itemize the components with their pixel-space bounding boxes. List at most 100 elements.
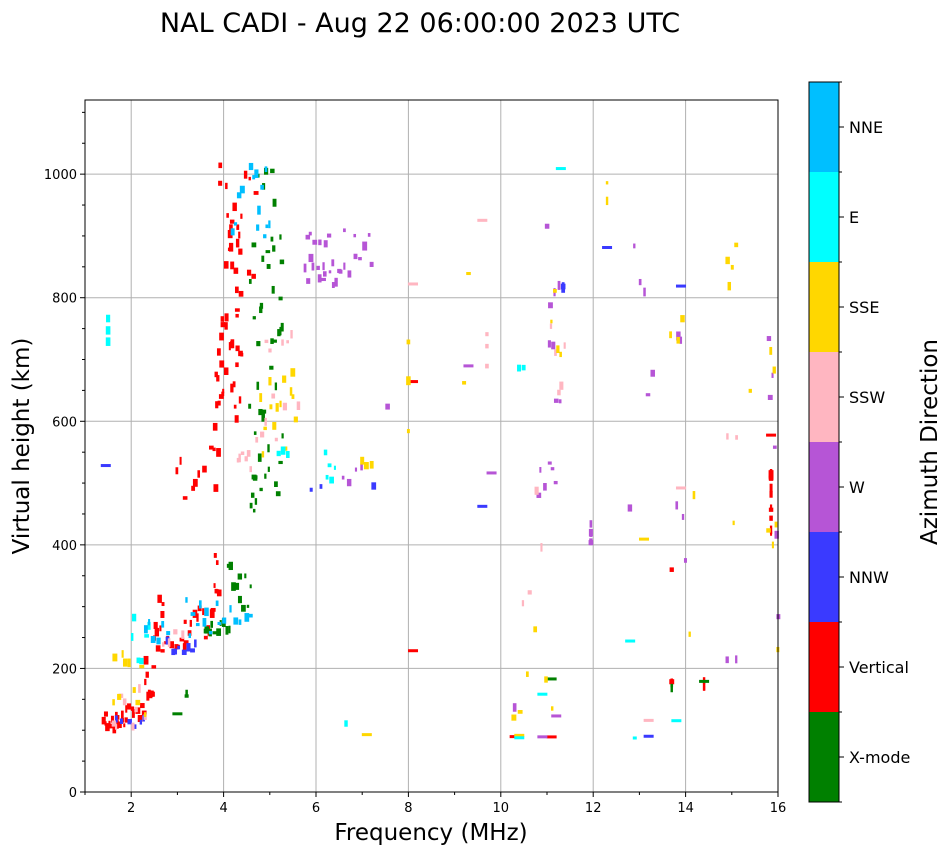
data-point (225, 626, 229, 635)
data-point (249, 584, 252, 589)
data-point (602, 245, 613, 249)
data-point (182, 496, 188, 500)
data-point (101, 716, 106, 725)
data-point (557, 389, 561, 396)
data-point (229, 224, 233, 231)
data-point (680, 315, 685, 323)
data-point (308, 253, 314, 263)
data-point (159, 625, 162, 632)
y-tick-label: 800 (52, 292, 77, 307)
x-tick-label: 10 (493, 801, 510, 816)
data-points (100, 162, 781, 740)
data-point (280, 322, 284, 332)
x-tick-label: 16 (770, 801, 787, 816)
data-point (328, 270, 332, 274)
data-point (466, 271, 471, 276)
data-point (147, 621, 151, 630)
grid-lines (85, 100, 779, 793)
data-point (588, 528, 593, 537)
data-point (134, 706, 138, 713)
data-point (228, 342, 231, 351)
data-point (119, 718, 123, 725)
data-point (305, 234, 311, 240)
data-point (212, 422, 218, 431)
data-point (155, 645, 161, 652)
data-point (675, 284, 686, 288)
data-point (259, 393, 263, 403)
data-point (120, 710, 124, 719)
data-point (286, 451, 290, 458)
data-point (281, 339, 284, 346)
data-point (322, 262, 325, 271)
data-point (318, 239, 322, 246)
x-axis-label: Frequency (MHz) (334, 820, 527, 846)
data-point (256, 341, 261, 347)
data-point (563, 342, 566, 349)
data-point (212, 631, 218, 635)
data-point (537, 735, 548, 739)
data-point (246, 604, 250, 608)
data-point (638, 278, 642, 286)
data-point (769, 483, 773, 493)
colorbar-swatch (809, 172, 839, 262)
data-point (534, 486, 539, 495)
data-point (537, 692, 548, 696)
data-point (161, 621, 165, 628)
colorbar-label: NNE (849, 118, 883, 137)
data-point (768, 470, 774, 479)
data-point (112, 726, 117, 734)
data-point (127, 703, 132, 710)
data-point (219, 332, 224, 341)
data-point (223, 261, 229, 269)
data-point (140, 703, 145, 709)
data-point (252, 175, 256, 180)
data-point (406, 429, 410, 434)
colorbar-swatch (809, 712, 839, 802)
data-point (185, 597, 188, 603)
data-point (347, 270, 352, 278)
series-sse (112, 181, 780, 737)
data-point (202, 617, 207, 627)
data-point (217, 400, 221, 406)
data-point (346, 478, 352, 487)
data-point (321, 277, 326, 282)
data-point (234, 415, 239, 423)
data-point (771, 541, 774, 549)
data-point (559, 351, 562, 358)
colorbar-swatch (809, 442, 839, 532)
data-point (774, 521, 778, 528)
data-point (322, 271, 327, 277)
data-point (279, 326, 282, 336)
data-point (702, 685, 706, 691)
data-point (274, 382, 278, 391)
data-point (222, 617, 227, 624)
data-point (105, 337, 111, 346)
x-tick-label: 4 (219, 801, 227, 816)
data-point (699, 679, 710, 683)
data-point (213, 583, 216, 588)
colorbar-swatch (809, 622, 839, 712)
data-point (214, 588, 218, 594)
data-point (143, 625, 148, 634)
data-point (153, 621, 158, 629)
data-point (224, 322, 228, 330)
data-point (204, 626, 210, 634)
data-point (160, 649, 165, 653)
data-point (124, 717, 128, 723)
data-point (183, 640, 189, 644)
data-point (238, 396, 242, 404)
data-point (270, 338, 274, 344)
data-point (511, 714, 517, 721)
data-point (184, 694, 189, 698)
data-point (231, 582, 236, 591)
data-point (769, 515, 773, 521)
data-point (148, 619, 151, 626)
data-point (645, 393, 651, 397)
data-point (240, 213, 243, 219)
data-point (123, 723, 126, 728)
data-point (363, 462, 369, 470)
data-point (100, 464, 111, 468)
y-tick-label: 200 (52, 662, 77, 677)
data-point (209, 445, 214, 450)
data-point (271, 393, 276, 399)
